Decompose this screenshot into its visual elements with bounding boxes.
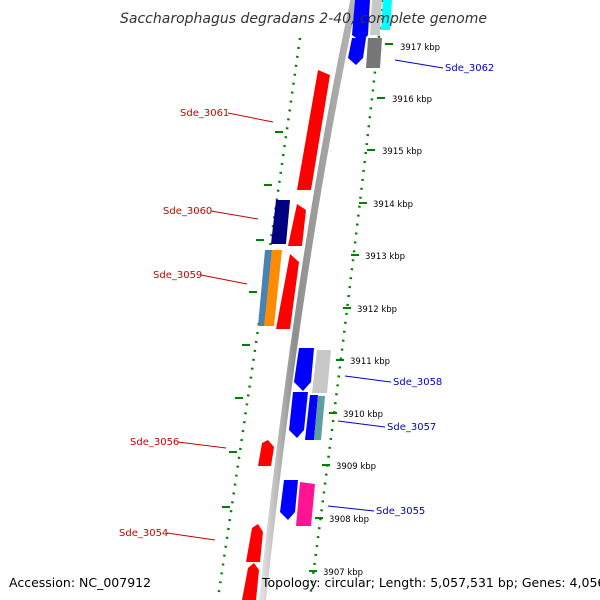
gene-feature-blue[interactable] [280, 480, 298, 520]
leader-line [337, 420, 386, 428]
gene-label-sde-3061[interactable]: Sde_3061 [180, 108, 229, 119]
gene-feature-red[interactable] [276, 254, 299, 329]
gene-label-sde-3054[interactable]: Sde_3054 [119, 528, 168, 539]
topology-text: Topology: circular; Length: 5,057,531 bp… [261, 575, 600, 590]
gene-feature-orange[interactable] [264, 250, 282, 326]
outer-ruler-ticks [222, 131, 283, 508]
gene-feature-grey[interactable] [312, 350, 331, 393]
gene-feature-magenta[interactable] [296, 482, 315, 526]
leader-line [344, 375, 392, 383]
leader-line [227, 112, 274, 123]
leader-line [210, 210, 259, 220]
gene-feature-navy[interactable] [271, 200, 290, 244]
gene-label-sde-3062[interactable]: Sde_3062 [445, 63, 494, 74]
gene-feature-blue[interactable] [294, 348, 314, 391]
gene-feature-teal[interactable] [314, 396, 325, 440]
leader-line [327, 505, 375, 512]
kbp-label: 3910 kbp [343, 410, 383, 420]
gene-label-sde-3059[interactable]: Sde_3059 [153, 270, 202, 281]
gene-label-sde-3057[interactable]: Sde_3057 [387, 422, 436, 433]
leader-line [166, 532, 216, 541]
gene-feature-blue[interactable] [348, 38, 366, 65]
gene-feature-dark-grey[interactable] [366, 38, 382, 68]
gene-feature-red[interactable] [258, 440, 274, 466]
kbp-label: 3912 kbp [357, 305, 397, 315]
outer-dotted-ruler [216, 37, 302, 599]
gene-features-inner[interactable] [242, 70, 330, 600]
gene-feature-cyan[interactable] [381, 0, 392, 30]
genome-title: Saccharophagus degradans 2-40, complete … [120, 11, 487, 27]
gene-features-outer[interactable] [280, 348, 331, 526]
gene-feature-red[interactable] [246, 524, 263, 562]
leader-line [200, 274, 248, 285]
gene-feature-steelblue[interactable] [258, 250, 272, 326]
kbp-label: 3913 kbp [365, 252, 405, 262]
gene-features-top[interactable] [348, 0, 392, 68]
gene-feature-blue[interactable] [305, 395, 318, 440]
kbp-label: 3911 kbp [350, 357, 390, 367]
right-gene-labels: Sde_3062 Sde_3058 Sde_3057 Sde_3055 [327, 59, 494, 517]
gene-label-sde-3060[interactable]: Sde_3060 [163, 206, 212, 217]
left-gene-labels: Sde_3061 Sde_3060 Sde_3059 Sde_3056 Sde_… [119, 108, 274, 541]
genome-backbone [259, 0, 358, 600]
kbp-label: 3907 kbp [323, 568, 363, 578]
kbp-ruler-ticks [309, 43, 393, 572]
gene-label-sde-3058[interactable]: Sde_3058 [393, 377, 442, 388]
gene-label-sde-3056[interactable]: Sde_3056 [130, 437, 179, 448]
kbp-label: 3909 kbp [336, 462, 376, 472]
accession-text: Accession: NC_007912 [9, 575, 151, 590]
gene-feature-red[interactable] [297, 70, 330, 190]
gene-feature-red[interactable] [242, 563, 259, 600]
kbp-label: 3915 kbp [382, 147, 422, 157]
kbp-label: 3914 kbp [373, 200, 413, 210]
leader-line [177, 441, 227, 449]
kbp-label: 3908 kbp [329, 515, 369, 525]
kbp-label: 3916 kbp [392, 95, 432, 105]
gene-feature-red[interactable] [288, 204, 306, 246]
leader-line [394, 59, 444, 69]
kbp-label: 3917 kbp [400, 43, 440, 53]
gene-feature-blue[interactable] [289, 392, 308, 438]
gene-feature-blue[interactable] [352, 0, 370, 42]
kbp-labels: 3917 kbp 3916 kbp 3915 kbp 3914 kbp 3913… [323, 43, 440, 578]
gene-label-sde-3055[interactable]: Sde_3055 [376, 506, 425, 517]
gene-feature-grey[interactable] [370, 0, 382, 35]
